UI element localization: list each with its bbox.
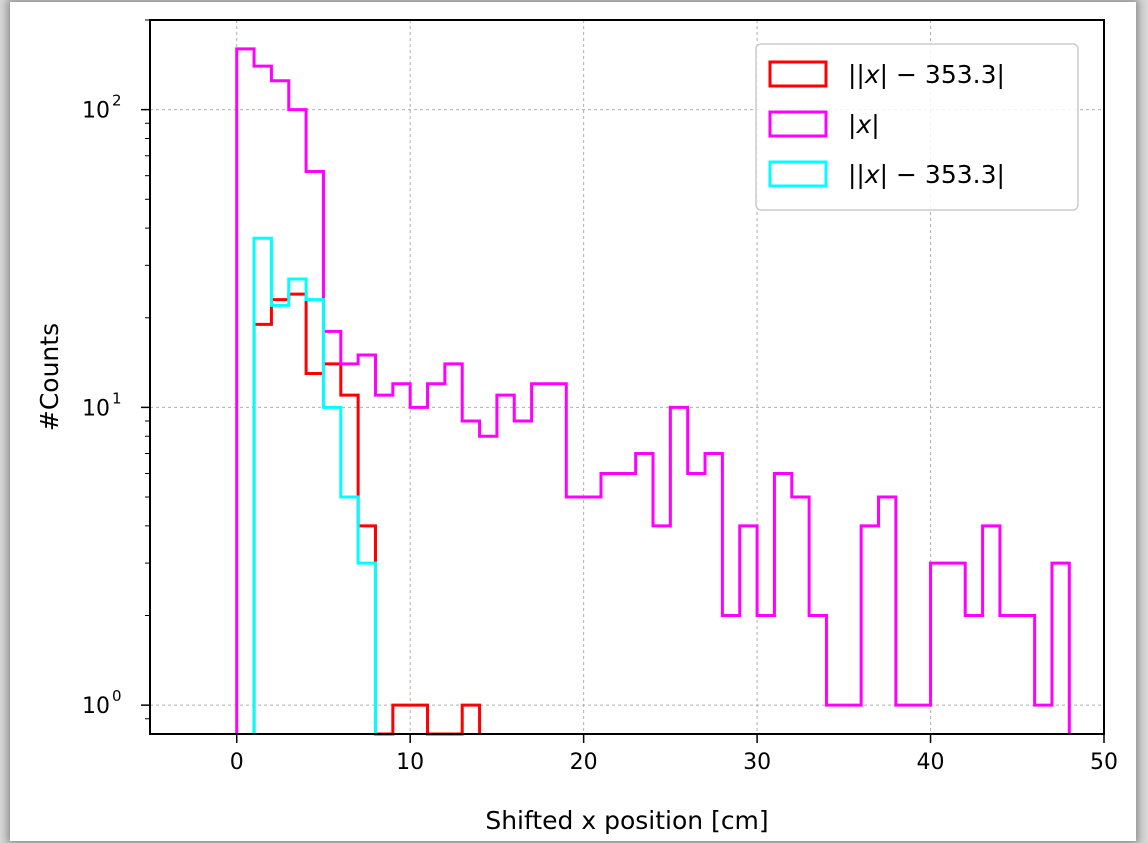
- y-tick-label: 10: [82, 99, 110, 124]
- legend-label: |x|: [848, 110, 880, 139]
- legend-swatch: [768, 160, 828, 188]
- legend-label: ||x| − 353.3|: [848, 160, 1005, 189]
- x-tick-label: 40: [917, 750, 945, 775]
- legend: ||x| − 353.3| |x| ||x| − 353.3|: [755, 43, 1079, 211]
- x-tick-label: 0: [230, 750, 244, 775]
- y-tick-label: 10: [82, 396, 110, 421]
- legend-label: ||x| − 353.3|: [848, 60, 1005, 89]
- x-axis-label: Shifted x position [cm]: [485, 806, 768, 835]
- x-tick-label: 30: [743, 750, 771, 775]
- y-tick-exponent: 2: [112, 92, 122, 110]
- legend-box: [755, 43, 1079, 211]
- histogram-series-3: [252, 236, 377, 734]
- y-tick-exponent: 0: [112, 687, 122, 705]
- legend-swatch: [768, 60, 828, 88]
- y-axis-label: #Counts: [35, 323, 64, 431]
- y-tick-label: 10: [82, 694, 110, 719]
- y-tick-exponent: 1: [112, 389, 122, 407]
- legend-swatch: [768, 110, 828, 138]
- plot-frame: [149, 19, 1105, 735]
- histogram-series-1: [252, 292, 482, 736]
- x-tick-label: 20: [570, 750, 598, 775]
- x-tick-label: 50: [1090, 750, 1118, 775]
- histogram-series-2: [235, 47, 1071, 734]
- x-tick-label: 10: [396, 750, 424, 775]
- figure-card: 0 10 20 30 40 50 10 0 10 1 10 2 Shifted x position …: [10, 2, 1136, 841]
